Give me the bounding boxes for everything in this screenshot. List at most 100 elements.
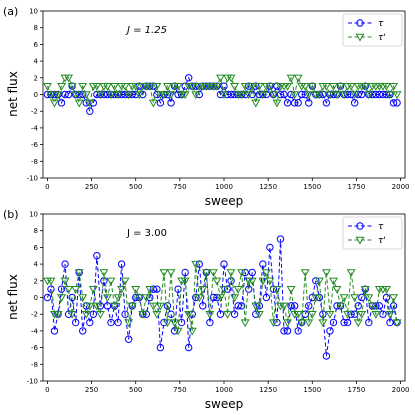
y-tick-label: 6 xyxy=(34,41,39,49)
data-point xyxy=(237,302,246,310)
data-point xyxy=(381,285,391,294)
x-tick-label: 1250 xyxy=(259,386,277,394)
x-tick-label: 500 xyxy=(129,386,142,394)
data-point xyxy=(354,302,362,310)
data-point xyxy=(265,82,275,91)
data-point xyxy=(254,311,264,319)
data-point xyxy=(113,91,123,100)
data-point xyxy=(304,91,314,100)
x-tick-label: 1000 xyxy=(215,386,233,394)
data-point xyxy=(251,302,261,311)
data-point xyxy=(311,294,321,303)
plot-area: 0 250 500 750 1000 1250 1500 1750 2000 -10 -8 -6 -4… xyxy=(27,8,410,192)
data-point xyxy=(223,311,232,319)
data-point xyxy=(187,327,197,336)
legend-box xyxy=(342,216,403,250)
data-point xyxy=(92,82,102,91)
data-point xyxy=(173,327,183,336)
y-tick-label: 4 xyxy=(34,261,39,269)
data-point xyxy=(155,302,165,311)
data-point xyxy=(93,252,101,260)
x-tick-label: 2000 xyxy=(392,183,410,191)
data-point xyxy=(138,311,148,319)
data-point xyxy=(244,91,254,100)
data-point xyxy=(216,74,225,83)
data-point xyxy=(216,310,225,318)
data-point xyxy=(290,302,299,310)
y-tick-label: 0 xyxy=(34,91,38,99)
x-axis-label: sweep xyxy=(205,397,243,411)
data-point xyxy=(216,294,225,303)
data-point xyxy=(389,99,398,107)
data-point xyxy=(314,277,324,286)
data-point xyxy=(71,91,81,100)
y-ticks: -10 -8 -6 -4 -2 0 2 4 6 8 10 xyxy=(27,211,43,386)
data-point xyxy=(43,293,52,302)
data-point xyxy=(283,319,293,328)
data-point xyxy=(86,107,94,115)
data-point xyxy=(379,310,387,318)
data-point xyxy=(287,302,295,310)
data-point xyxy=(47,285,55,293)
x-tick-label: 2000 xyxy=(392,386,410,394)
data-point xyxy=(332,91,342,100)
annotation-text: J = 3.00 xyxy=(126,228,167,239)
y-tick-label: 10 xyxy=(29,211,38,219)
data-point xyxy=(350,310,359,318)
data-point xyxy=(131,82,141,91)
data-point xyxy=(247,277,257,286)
data-point xyxy=(46,91,56,100)
data-point xyxy=(61,260,69,268)
y-tick-label: -10 xyxy=(27,175,38,183)
data-point xyxy=(268,91,278,100)
legend-marker xyxy=(355,236,365,245)
data-point xyxy=(191,260,201,269)
panel-b: (b) net flux sweep 0 250 500 750 1000 1250 150… xyxy=(3,208,409,411)
data-point xyxy=(262,293,271,302)
data-point xyxy=(131,285,141,294)
data-point xyxy=(358,90,366,99)
data-point xyxy=(364,91,374,100)
panel-label: (a) xyxy=(3,5,18,18)
data-point xyxy=(293,74,303,83)
data-point xyxy=(258,277,268,286)
data-point xyxy=(57,99,66,107)
data-point xyxy=(46,277,56,286)
data-point xyxy=(134,91,144,100)
data-point xyxy=(272,285,282,294)
data-point xyxy=(64,285,74,294)
data-point xyxy=(346,82,356,91)
data-point xyxy=(386,318,394,327)
data-point xyxy=(283,99,292,107)
x-ticks: 0 250 500 750 1000 1250 1500 1750 2000 xyxy=(45,381,409,394)
data-point xyxy=(141,294,151,303)
data-point xyxy=(290,99,299,107)
data-point xyxy=(220,82,228,90)
data-point xyxy=(305,302,313,310)
data-point xyxy=(198,285,208,294)
data-point xyxy=(266,243,274,252)
data-point xyxy=(170,319,180,328)
data-point xyxy=(307,311,317,319)
data-point xyxy=(357,311,367,319)
data-point xyxy=(166,269,176,278)
x-tick-label: 1000 xyxy=(215,183,233,191)
data-point xyxy=(57,294,67,303)
data-point xyxy=(286,285,296,294)
data-point xyxy=(336,302,346,311)
data-point xyxy=(261,269,271,278)
data-point xyxy=(145,285,155,294)
data-point xyxy=(156,99,165,107)
data-point xyxy=(74,99,84,108)
data-point xyxy=(307,82,317,91)
x-tick-label: 250 xyxy=(85,386,98,394)
data-point xyxy=(321,82,331,91)
data-point xyxy=(120,277,130,286)
data-point xyxy=(113,294,123,303)
data-point xyxy=(240,82,250,91)
data-point xyxy=(372,90,380,99)
data-point xyxy=(53,91,63,100)
data-point xyxy=(389,302,398,310)
data-point xyxy=(163,82,172,91)
data-point xyxy=(145,82,155,91)
